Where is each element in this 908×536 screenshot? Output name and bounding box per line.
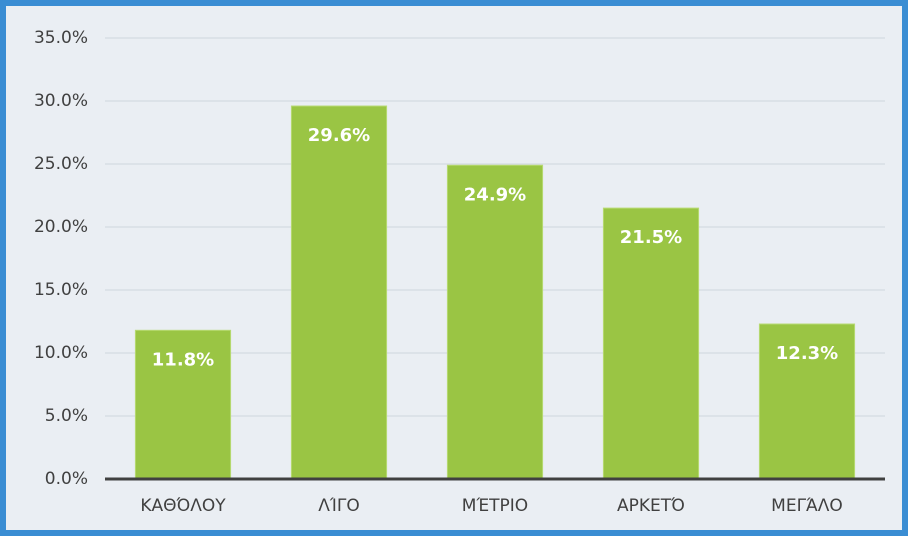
value-label: 11.8%: [152, 349, 214, 370]
y-tick-label: 20.0%: [34, 217, 88, 237]
value-label: 24.9%: [464, 184, 526, 205]
x-tick-label: ΜΕΓΆΛΟ: [771, 496, 843, 516]
bar: [134, 329, 232, 480]
y-tick-label: 15.0%: [34, 280, 88, 300]
bar: [602, 207, 700, 480]
y-tick-label: 35.0%: [34, 28, 88, 48]
y-tick-label: 0.0%: [45, 469, 88, 489]
value-label: 29.6%: [308, 125, 370, 146]
x-tick-label: ΑΡΚΕΤΌ: [617, 496, 685, 516]
bar: [758, 323, 856, 480]
x-tick-label: ΚΑΘΌΛΟΥ: [140, 496, 226, 516]
y-tick-label: 10.0%: [34, 343, 88, 363]
x-tick-label: ΛΊΓΟ: [318, 496, 359, 516]
y-tick-label: 5.0%: [45, 406, 88, 426]
y-tick-label: 30.0%: [34, 91, 88, 111]
y-tick-label: 25.0%: [34, 154, 88, 174]
value-label: 21.5%: [620, 227, 682, 248]
bar: [290, 105, 388, 480]
x-tick-label: ΜΈΤΡΙΟ: [462, 496, 528, 516]
bar: [446, 164, 544, 480]
value-label: 12.3%: [776, 343, 838, 364]
